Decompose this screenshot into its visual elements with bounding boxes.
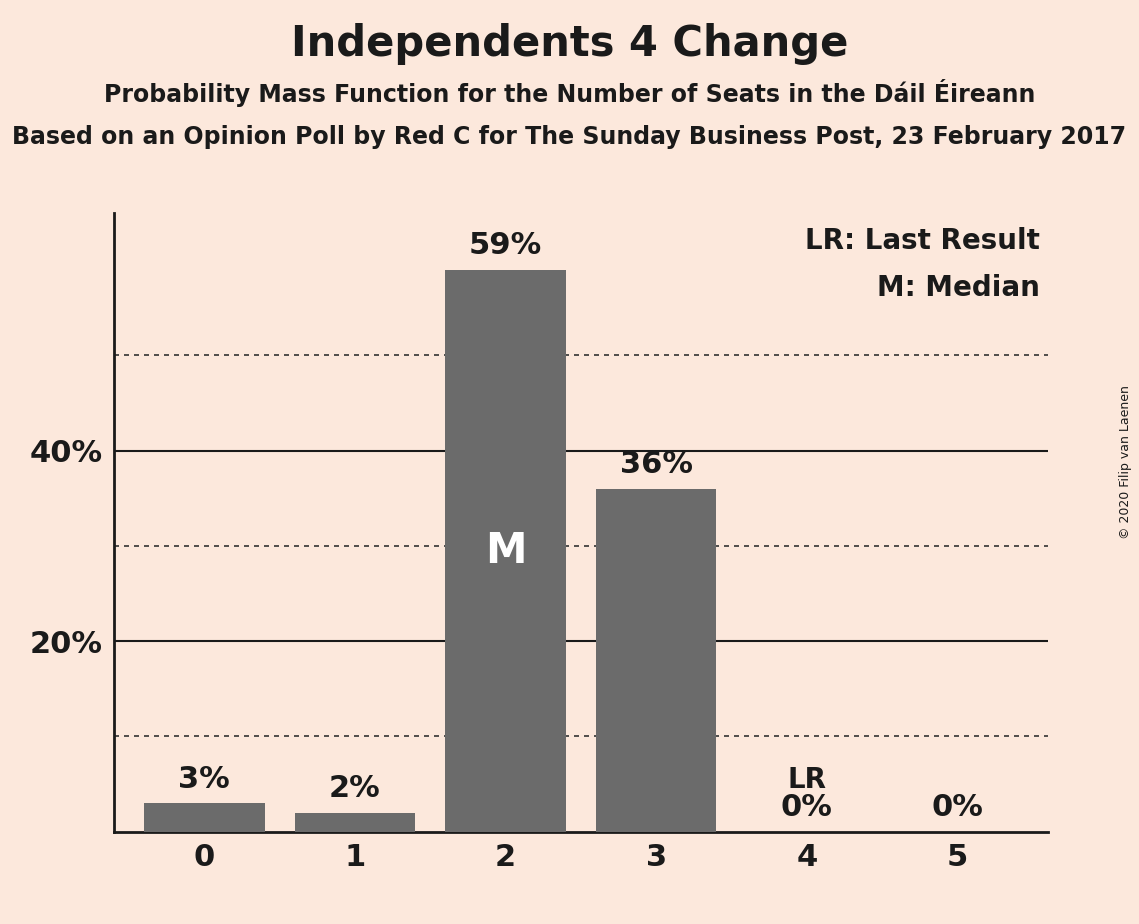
Text: LR: Last Result: LR: Last Result	[805, 226, 1040, 255]
Text: Independents 4 Change: Independents 4 Change	[290, 23, 849, 65]
Text: Based on an Opinion Poll by Red C for The Sunday Business Post, 23 February 2017: Based on an Opinion Poll by Red C for Th…	[13, 125, 1126, 149]
Text: 3%: 3%	[179, 764, 230, 794]
Text: M: Median: M: Median	[877, 274, 1040, 302]
Text: Probability Mass Function for the Number of Seats in the Dáil Éireann: Probability Mass Function for the Number…	[104, 79, 1035, 106]
Text: 36%: 36%	[620, 450, 693, 480]
Bar	[596, 489, 716, 832]
Text: © 2020 Filip van Laenen: © 2020 Filip van Laenen	[1118, 385, 1132, 539]
Text: LR: LR	[787, 765, 827, 794]
Bar	[144, 803, 264, 832]
Bar	[295, 812, 416, 832]
Text: 0%: 0%	[932, 793, 983, 822]
Text: 0%: 0%	[781, 793, 833, 822]
Text: 59%: 59%	[469, 231, 542, 261]
Text: M: M	[485, 529, 526, 572]
Text: 2%: 2%	[329, 774, 380, 803]
Bar	[445, 270, 566, 832]
